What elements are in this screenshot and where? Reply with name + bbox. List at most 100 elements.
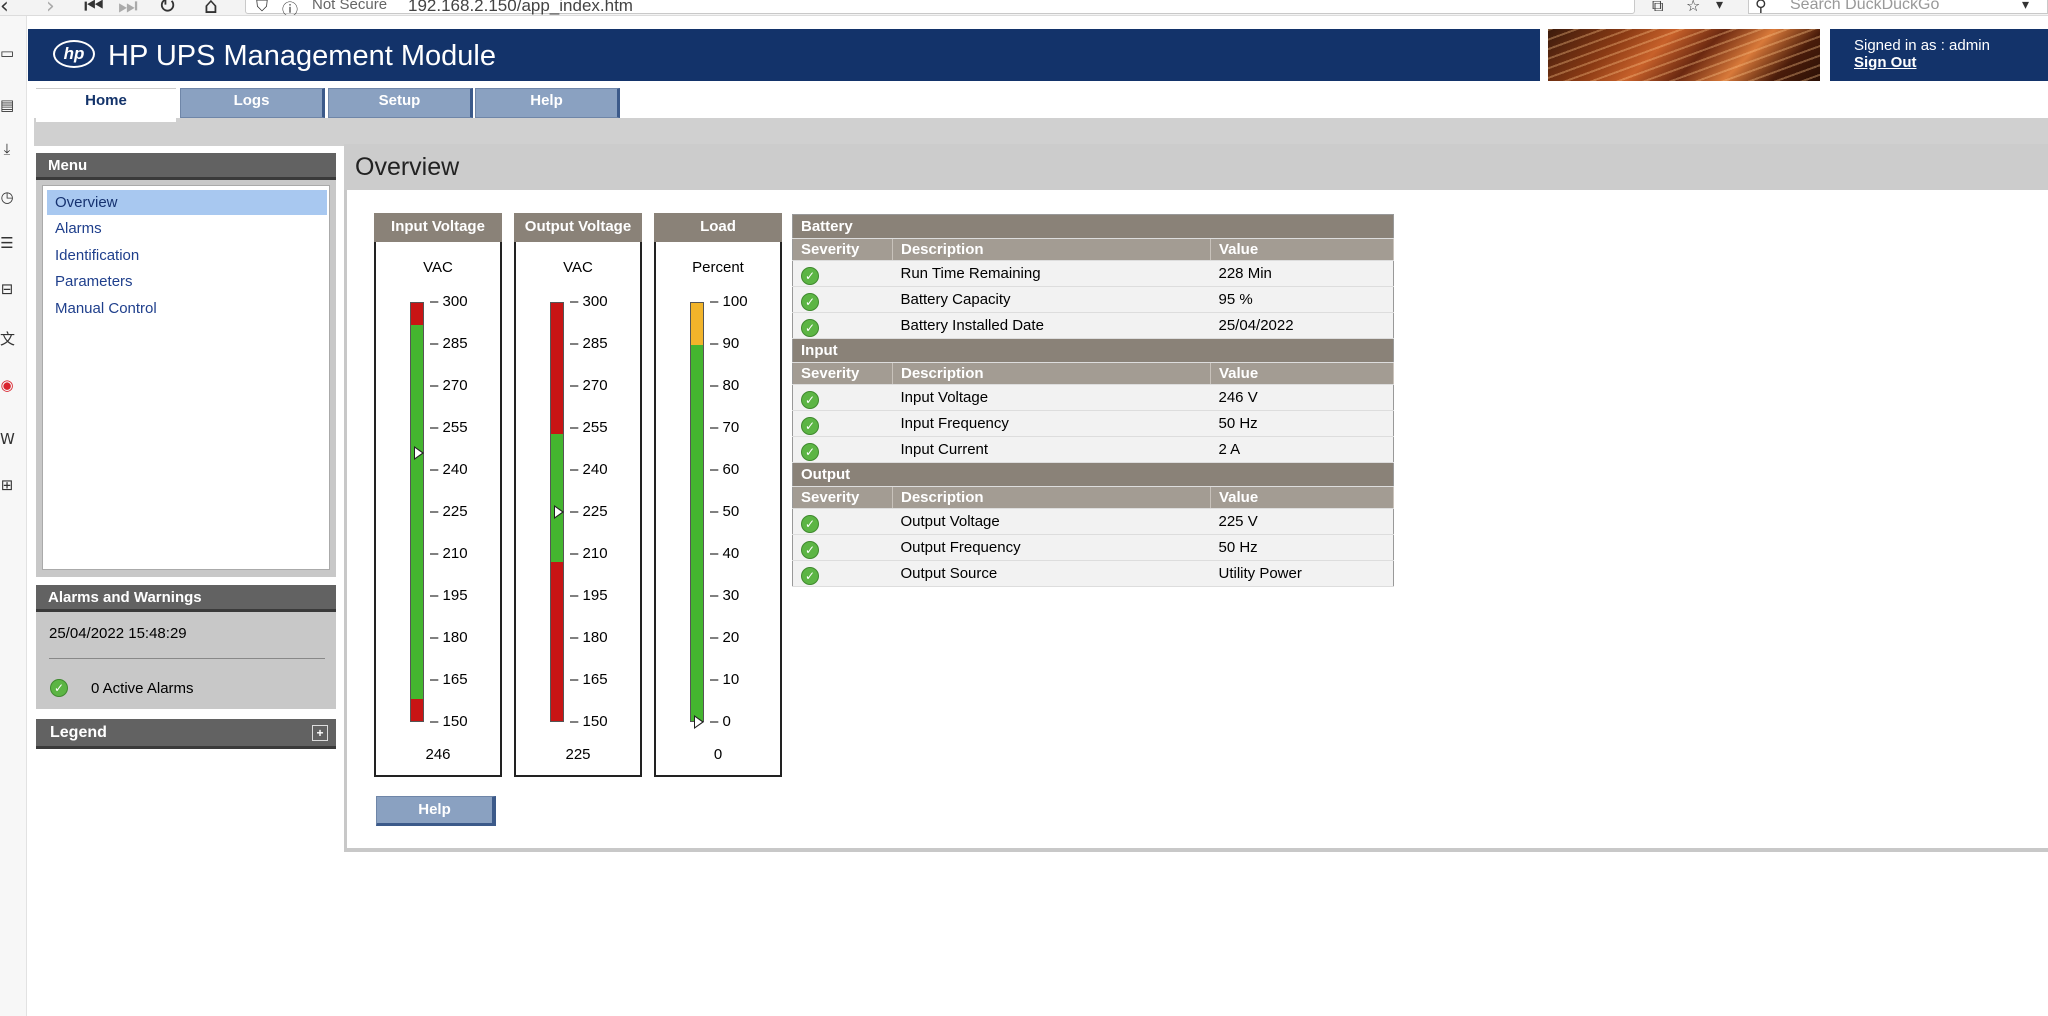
- gauge-tick-label: – 165: [430, 671, 468, 688]
- add-panel-icon[interactable]: ⊞: [0, 476, 14, 494]
- gauge-tick-label: – 225: [430, 503, 468, 520]
- table-row: ✓ Input Current 2 A: [792, 436, 1394, 463]
- column-header-row: Severity Description Value: [792, 486, 1394, 509]
- section-header-row: Input: [792, 338, 1394, 363]
- severity-cell: ✓: [792, 260, 893, 287]
- shield-icon[interactable]: ⛉: [256, 0, 269, 15]
- menu-item-overview[interactable]: Overview: [47, 190, 327, 215]
- gauge-tick-label: – 0: [710, 713, 731, 730]
- description-cell: Input Voltage: [892, 384, 1211, 411]
- extension-icon[interactable]: ⧉: [1652, 0, 1664, 15]
- gauge-unit: Percent: [692, 259, 744, 276]
- severity-cell: ✓: [792, 384, 893, 411]
- column-header: Description: [892, 238, 1211, 261]
- url-text[interactable]: 192.168.2.150/app_index.htm: [408, 0, 633, 15]
- window-icon[interactable]: ⊟: [0, 280, 14, 298]
- gauge-value: 246: [425, 746, 451, 763]
- description-cell: Run Time Remaining: [892, 260, 1211, 287]
- active-alarms-count[interactable]: 0 Active Alarms: [91, 680, 194, 697]
- skip-forward-icon[interactable]: ⏭: [118, 0, 138, 16]
- search-icon: ⚲: [1755, 0, 1767, 15]
- sign-out-link[interactable]: Sign Out: [1854, 54, 1917, 71]
- table-row: ✓ Run Time Remaining 228 Min: [792, 260, 1394, 287]
- back-icon[interactable]: ‹: [0, 0, 9, 16]
- gauge-tick-label: – 180: [430, 629, 468, 646]
- menu-item-manual-control[interactable]: Manual Control: [55, 300, 157, 317]
- severity-cell: ✓: [792, 286, 893, 313]
- main-panel: [344, 144, 2048, 852]
- gauge-zone: [551, 434, 563, 563]
- tab-band: [34, 118, 2048, 146]
- gauge-tick-label: – 180: [570, 629, 608, 646]
- description-cell: Output Source: [892, 560, 1211, 587]
- gauge-tick-label: – 300: [570, 293, 608, 310]
- menu-panel: Menu Overview Alarms Identification Para…: [36, 153, 336, 577]
- legend-panel[interactable]: Legend +: [36, 719, 336, 749]
- input-voltage-gauge: Input Voltage VAC 246 – 300 – 285 – 270 – 2…: [374, 213, 502, 777]
- reader-icon[interactable]: ☰: [0, 234, 14, 252]
- column-header: Value: [1210, 238, 1394, 261]
- gauge-tick-label: – 20: [710, 629, 740, 646]
- description-cell: Output Voltage: [892, 508, 1211, 535]
- reload-icon[interactable]: ↻: [158, 0, 177, 16]
- menu-item-identification[interactable]: Identification: [55, 247, 140, 264]
- browser-sidebar: ▭ ▤ ⤓ ◷ ☰ ⊟ 文 ◉ W ⊞: [0, 16, 27, 1016]
- wiki-icon[interactable]: W: [0, 430, 15, 448]
- ok-check-icon: ✓: [801, 514, 819, 533]
- status-table: Battery Severity Description Value ✓ Run Time…: [792, 214, 1394, 587]
- severity-cell: ✓: [792, 560, 893, 587]
- address-bar[interactable]: [245, 0, 1635, 14]
- tab-icon[interactable]: ▭: [0, 44, 15, 62]
- gauge-pointer: [694, 715, 704, 729]
- table-row: ✓ Output Voltage 225 V: [792, 508, 1394, 535]
- description-cell: Input Frequency: [892, 410, 1211, 437]
- gauge-tick-label: – 255: [430, 419, 468, 436]
- value-cell: 228 Min: [1210, 260, 1394, 287]
- severity-cell: ✓: [792, 508, 893, 535]
- section-title: Battery: [792, 214, 1394, 239]
- expand-icon[interactable]: +: [312, 725, 328, 741]
- dropdown-icon[interactable]: ▾: [1716, 0, 1724, 13]
- ok-check-icon: ✓: [801, 442, 819, 461]
- gauge-tick-label: – 240: [570, 461, 608, 478]
- ok-check-icon: ✓: [801, 390, 819, 409]
- table-row: ✓ Input Voltage 246 V: [792, 384, 1394, 411]
- history-icon[interactable]: ◷: [0, 188, 14, 206]
- gauge-zone: [691, 303, 703, 345]
- download-icon[interactable]: ⤓: [3, 140, 11, 158]
- forward-icon[interactable]: ›: [46, 0, 55, 16]
- tab-logs[interactable]: Logs: [180, 88, 325, 118]
- tab-setup[interactable]: Setup: [328, 88, 473, 118]
- ok-check-icon: ✓: [801, 540, 819, 559]
- column-header: Value: [1210, 486, 1394, 509]
- translate-icon[interactable]: 文: [0, 330, 16, 348]
- gauge-tick-label: – 285: [570, 335, 608, 352]
- menu-item-parameters[interactable]: Parameters: [55, 273, 133, 290]
- severity-cell: ✓: [792, 312, 893, 339]
- search-engine-dropdown-icon[interactable]: ▾: [2022, 0, 2030, 13]
- menu-title: Menu: [36, 153, 336, 180]
- help-button[interactable]: Help: [376, 796, 496, 826]
- ok-check-icon: ✓: [801, 266, 819, 285]
- tab-help[interactable]: Help: [475, 88, 620, 118]
- gauge-unit: VAC: [423, 259, 453, 276]
- tab-home[interactable]: Home: [36, 88, 176, 122]
- info-icon[interactable]: ⓘ: [282, 0, 299, 16]
- column-header: Description: [892, 362, 1211, 385]
- bookmark-icon[interactable]: ☆: [1686, 0, 1701, 15]
- gauge-zone: [411, 698, 423, 721]
- section-title: Output: [792, 462, 1394, 487]
- pocket-icon[interactable]: ◉: [0, 376, 14, 394]
- column-header: Severity: [792, 362, 893, 385]
- value-cell: 225 V: [1210, 508, 1394, 535]
- severity-cell: ✓: [792, 436, 893, 463]
- notes-icon[interactable]: ▤: [0, 96, 15, 114]
- gauge-tick-label: – 240: [430, 461, 468, 478]
- skip-back-icon[interactable]: ⏮: [84, 0, 104, 16]
- menu-item-alarms[interactable]: Alarms: [55, 220, 102, 237]
- user-panel: Signed in as : admin Sign Out: [1830, 29, 2048, 81]
- value-cell: 50 Hz: [1210, 410, 1394, 437]
- column-header-row: Severity Description Value: [792, 238, 1394, 261]
- value-cell: 95 %: [1210, 286, 1394, 313]
- home-icon[interactable]: ⌂: [204, 0, 218, 16]
